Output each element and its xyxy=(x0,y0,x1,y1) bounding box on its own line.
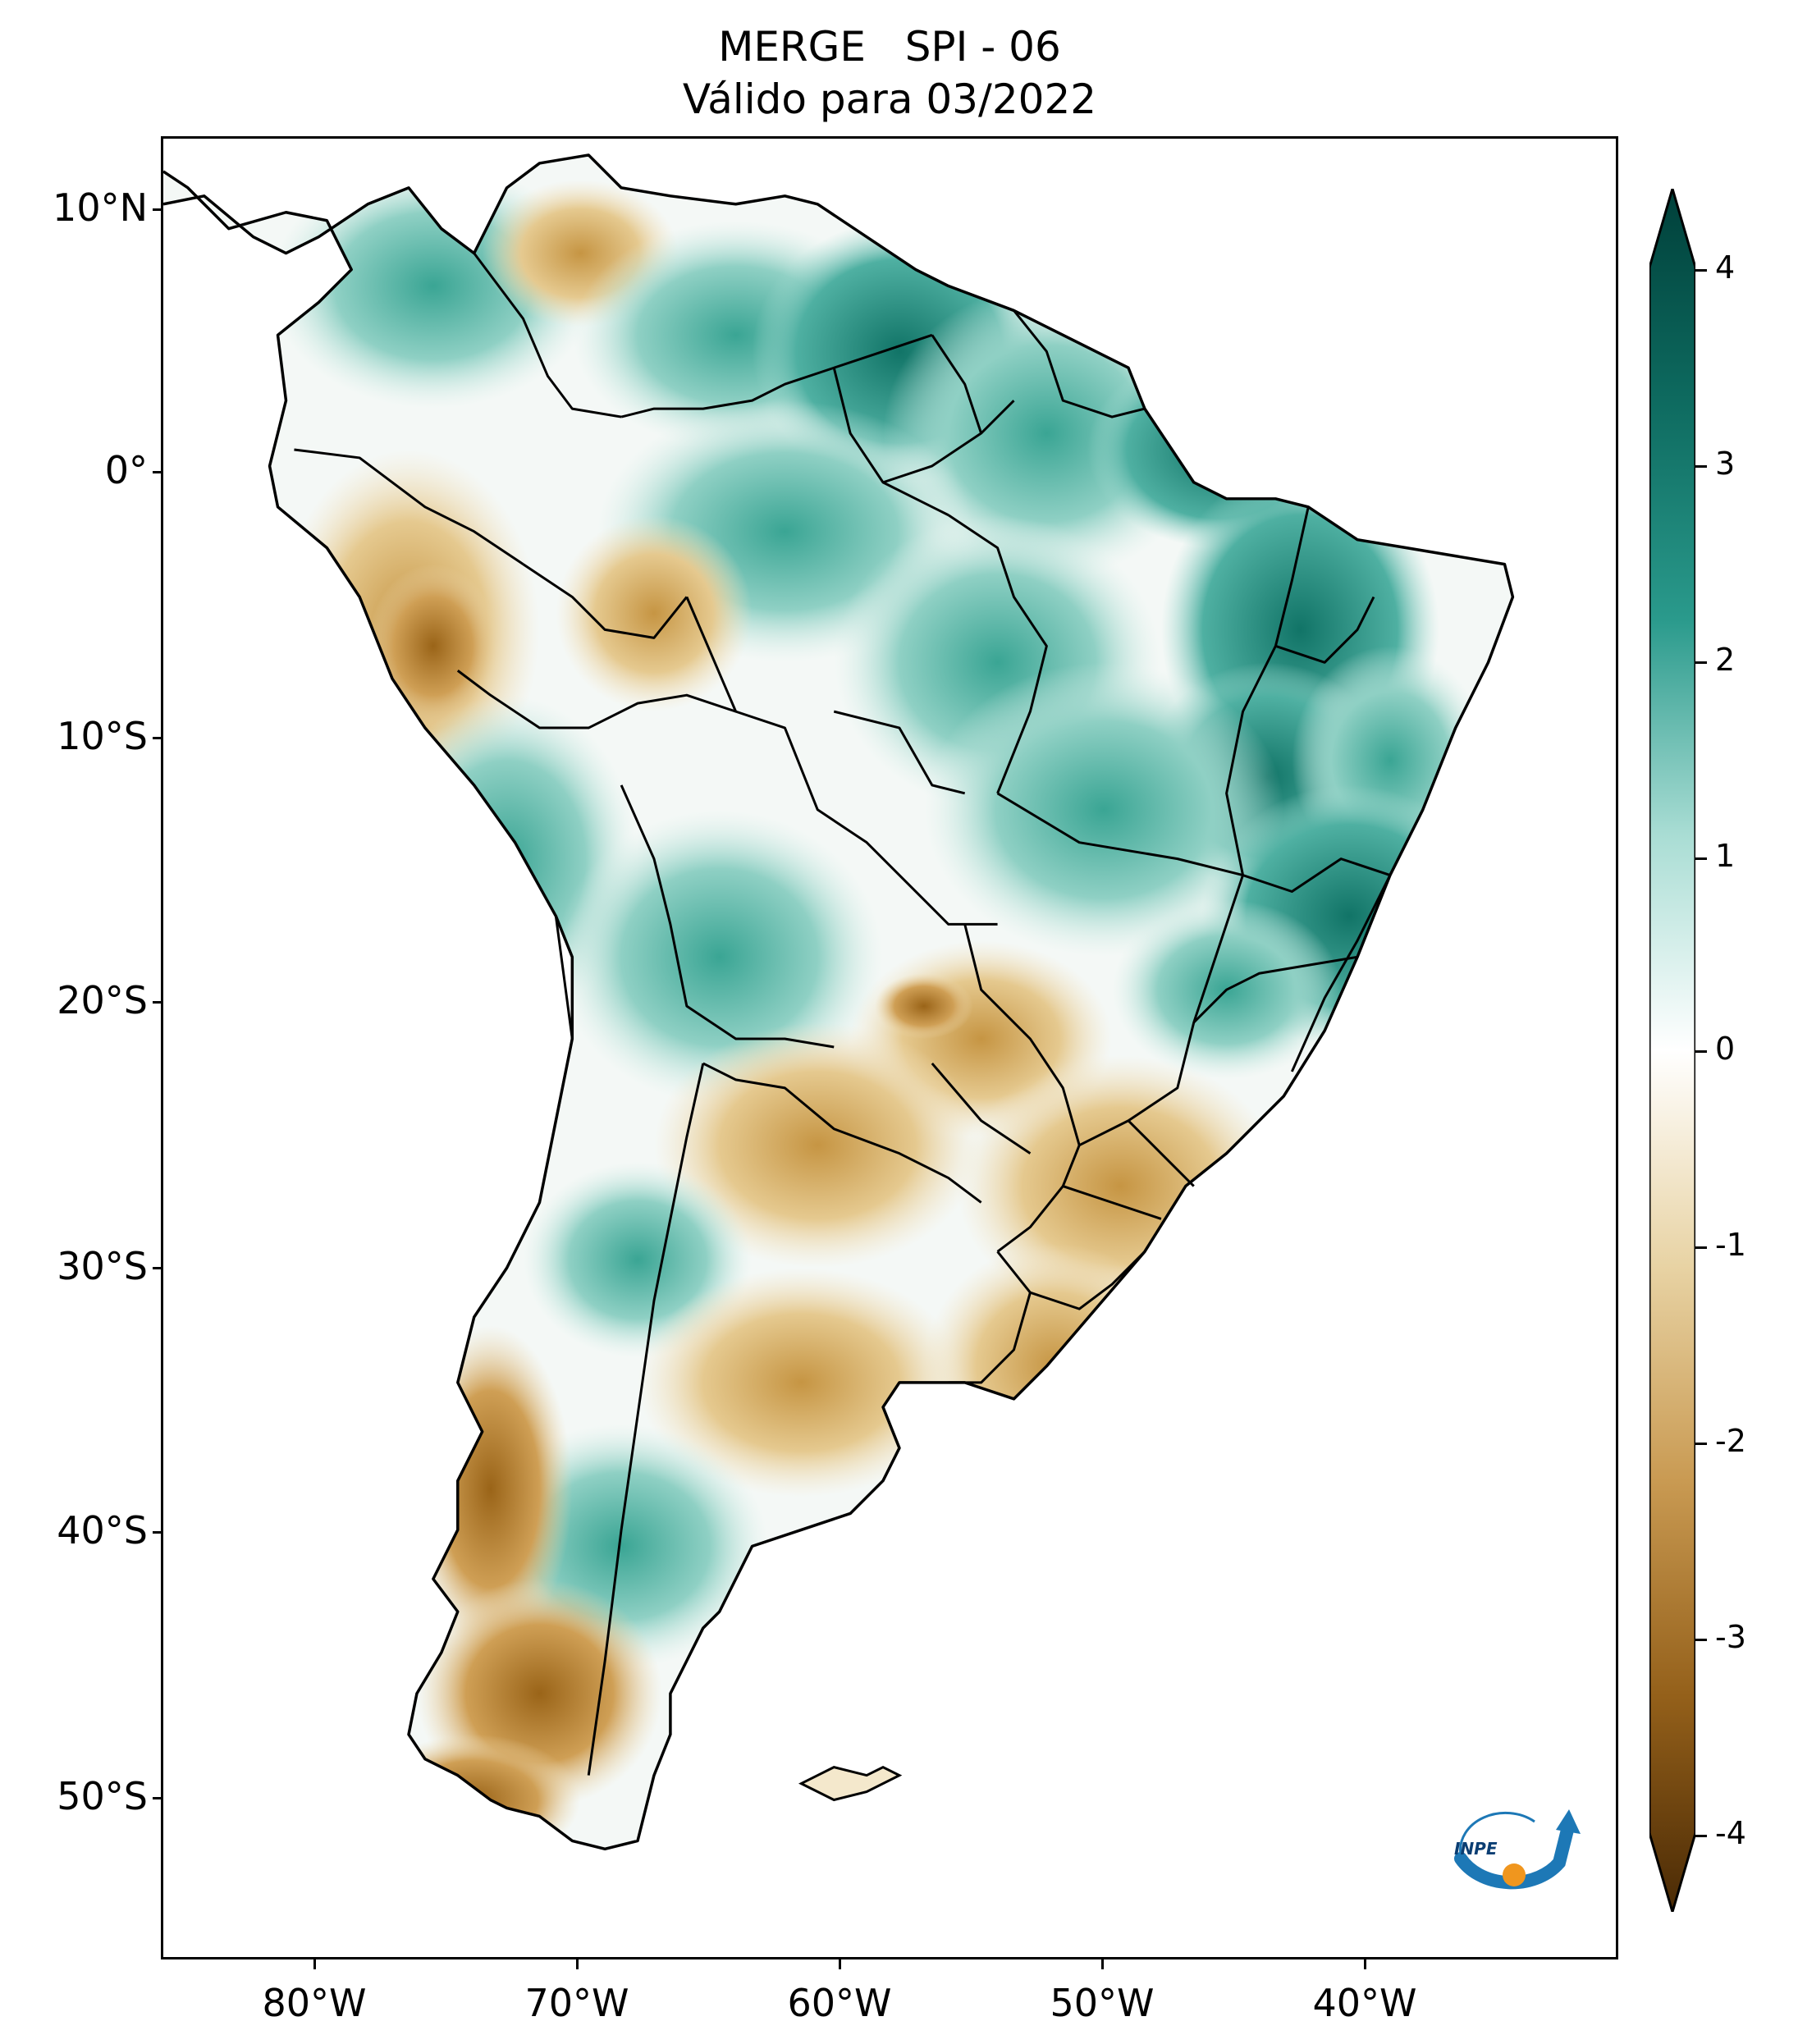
cb-label-m3: -3 xyxy=(1715,1619,1746,1655)
inpe-logo-text: INPE xyxy=(1454,1839,1498,1859)
cb-tick-m3 xyxy=(1695,1639,1707,1641)
x-label-80W: 80°W xyxy=(262,1981,367,2025)
y-label-30S: 30°S xyxy=(57,1244,148,1288)
cb-label-m1: -1 xyxy=(1715,1227,1746,1263)
cb-tick-4 xyxy=(1695,269,1707,272)
x-tick-80W xyxy=(313,1959,316,1969)
x-label-40W: 40°W xyxy=(1312,1981,1417,2025)
cb-tick-m4 xyxy=(1695,1835,1707,1837)
south-america-map xyxy=(163,153,1515,1851)
falkland-islands xyxy=(798,1765,903,1802)
cb-tick-m2 xyxy=(1695,1443,1707,1445)
cb-label-3: 3 xyxy=(1715,446,1736,482)
cb-label-m2: -2 xyxy=(1715,1423,1746,1459)
y-label-40S: 40°S xyxy=(57,1508,148,1552)
x-tick-60W xyxy=(839,1959,841,1969)
y-tick-50S xyxy=(153,1797,161,1799)
cb-tick-2 xyxy=(1695,661,1707,664)
y-label-10S: 10°S xyxy=(57,714,148,758)
y-tick-10N xyxy=(153,208,161,211)
y-tick-30S xyxy=(153,1267,161,1269)
cb-tick-1 xyxy=(1695,857,1707,860)
cb-tick-m1 xyxy=(1695,1246,1707,1249)
cb-label-m4: -4 xyxy=(1715,1815,1746,1851)
cb-label-2: 2 xyxy=(1715,642,1736,678)
y-tick-20S xyxy=(153,1001,161,1004)
x-label-70W: 70°W xyxy=(524,1981,629,2025)
y-label-10N: 10°N xyxy=(53,185,148,230)
y-label-20S: 20°S xyxy=(57,978,148,1022)
cb-label-0: 0 xyxy=(1715,1031,1736,1067)
x-label-60W: 60°W xyxy=(787,1981,892,2025)
inpe-logo: INPE xyxy=(1454,1809,1581,1890)
cb-tick-3 xyxy=(1695,465,1707,468)
x-label-50W: 50°W xyxy=(1050,1981,1155,2025)
political-borders xyxy=(294,252,1392,1776)
y-tick-0 xyxy=(153,471,161,473)
x-tick-70W xyxy=(576,1959,579,1969)
y-tick-10S xyxy=(153,737,161,739)
map-panel xyxy=(161,136,1618,1959)
map-title: MERGE SPI - 06 xyxy=(718,23,1061,71)
cb-label-4: 4 xyxy=(1715,249,1736,286)
y-label-50S: 50°S xyxy=(57,1774,148,1818)
cb-tick-0 xyxy=(1695,1050,1707,1053)
coastline xyxy=(163,153,1515,1851)
y-tick-40S xyxy=(153,1531,161,1534)
x-tick-50W xyxy=(1101,1959,1104,1969)
cb-label-1: 1 xyxy=(1715,838,1736,874)
colorbar xyxy=(1649,189,1695,1912)
x-tick-40W xyxy=(1364,1959,1366,1969)
y-label-0: 0° xyxy=(104,448,148,492)
map-subtitle: Válido para 03/2022 xyxy=(682,75,1097,123)
